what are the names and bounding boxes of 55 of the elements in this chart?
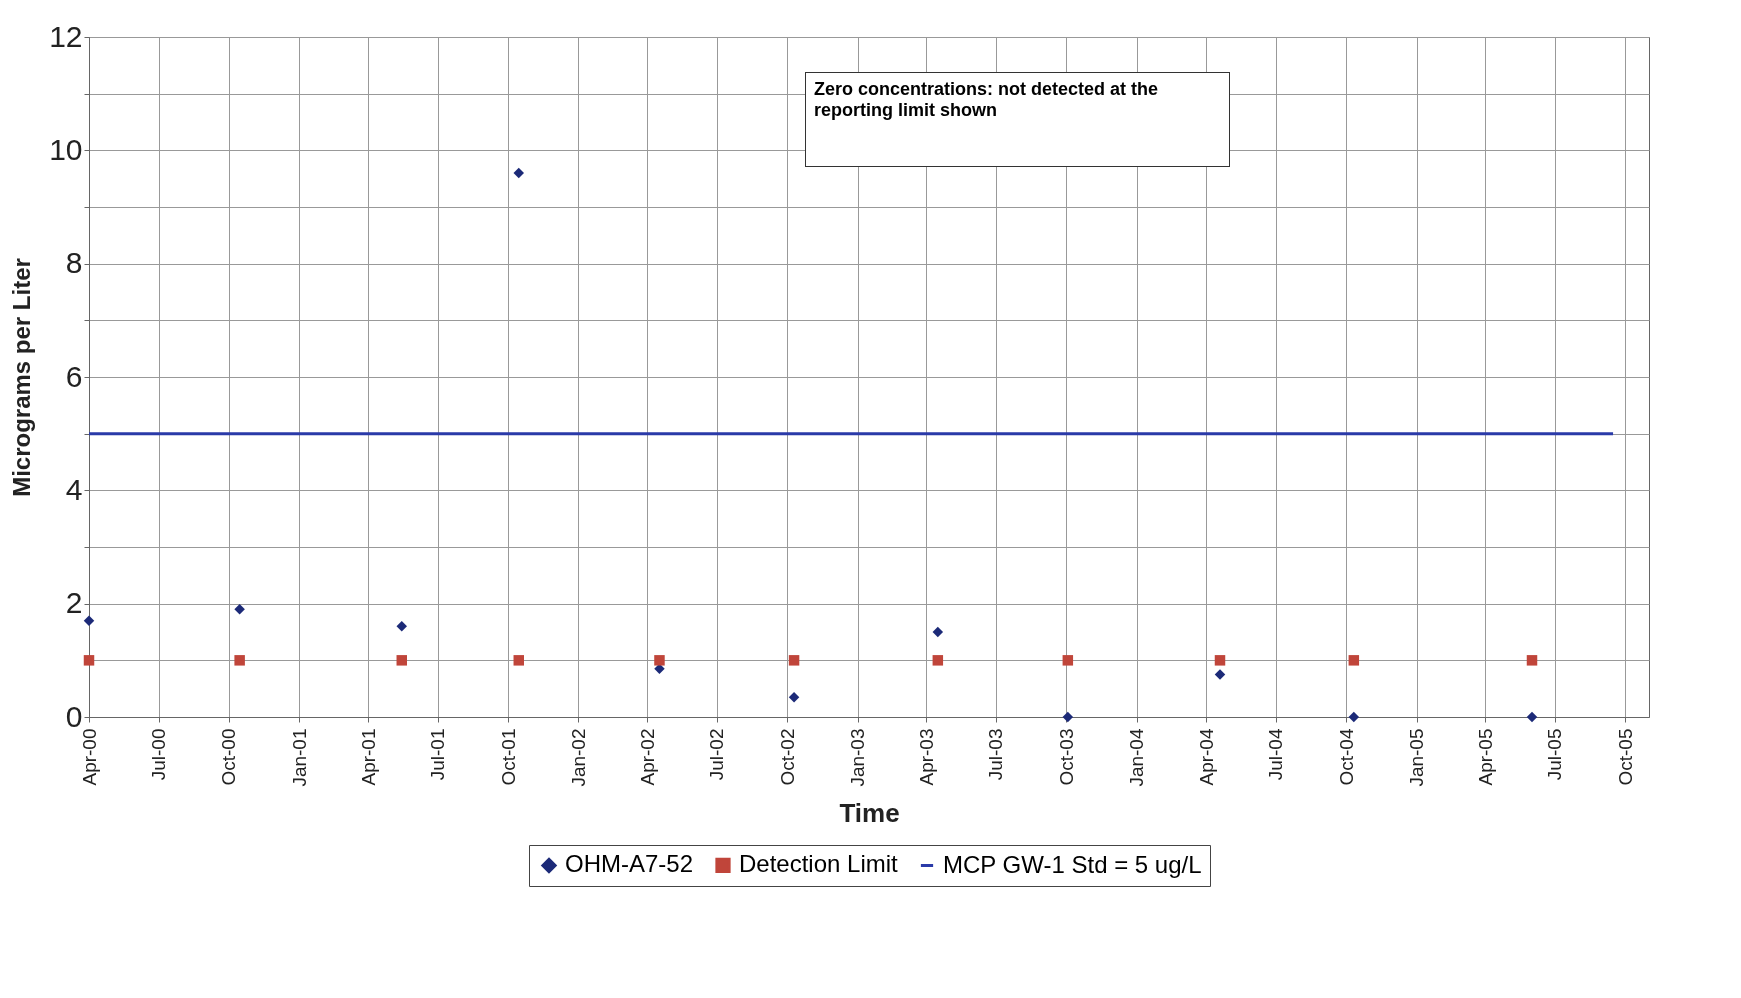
legend-label: MCP GW-1 Std = 5 ug/L [943,850,1202,878]
point [83,655,95,666]
x-tick-label: Jan-01 [288,728,310,787]
point [1348,655,1360,666]
x-tick-label: Apr-05 [1474,728,1496,786]
x-tick-label: Oct-02 [776,728,798,786]
x-tick-label: Oct-03 [1055,728,1077,786]
legend-label: Detection Limit [739,850,899,878]
point [788,655,800,666]
point [1526,655,1538,666]
point [932,655,944,666]
point [1062,655,1074,666]
x-tick-label: Jul-03 [985,728,1007,781]
point [1214,669,1226,680]
point [234,604,245,615]
y-tick-label: 8 [65,246,83,280]
legend-label: OHM-A7-52 [565,850,694,878]
x-tick-label: Oct-00 [218,728,240,786]
x-tick-label: Apr-01 [357,728,379,786]
point [396,655,408,666]
x-axis-title: Time [839,797,900,828]
y-tick-label: 6 [65,359,83,393]
y-tick-label: 10 [49,132,83,166]
point [513,655,525,666]
point [788,691,800,703]
x-tick-label: Oct-04 [1335,728,1357,786]
note-box: Zero concentrations: not detected at the reporting limit shown [805,72,1230,167]
x-tick-label: Jul-05 [1544,728,1566,781]
x-tick-label: Apr-02 [636,728,658,786]
x-tick-label: Oct-05 [1614,728,1636,786]
point [396,621,408,632]
point [513,167,525,179]
x-tick-label: Jan-04 [1126,728,1148,787]
x-tick-label: Jul-00 [148,728,170,781]
x-tick-label: Apr-03 [915,728,937,786]
point [654,655,665,666]
x-tick-label: Jul-01 [427,728,449,781]
point [1214,655,1226,666]
x-tick-label: Apr-04 [1195,728,1217,786]
x-tick-label: Jan-02 [567,728,589,787]
point [1062,711,1074,723]
x-tick-label: Jul-02 [706,728,728,781]
x-tick-label: Jul-04 [1265,728,1287,781]
point [1348,711,1360,723]
y-tick-label: 2 [65,586,83,620]
point [234,655,245,666]
y-tick-label: 4 [65,472,83,506]
y-tick-label: 12 [49,19,83,53]
point [1526,711,1538,723]
x-tick-label: Jan-05 [1406,728,1428,787]
x-tick-label: Jan-03 [847,728,869,787]
point [83,615,95,626]
point [932,626,944,638]
y-axis-title: Micrograms per Liter [8,258,36,497]
x-tick-label: Oct-01 [497,728,519,786]
